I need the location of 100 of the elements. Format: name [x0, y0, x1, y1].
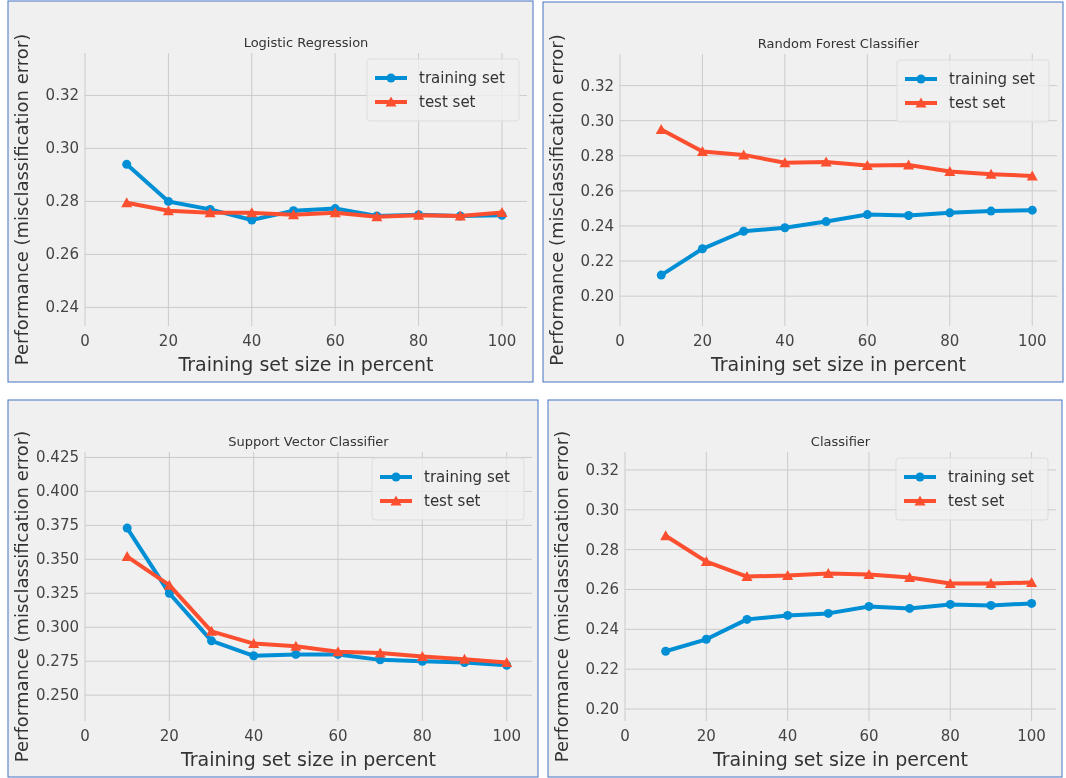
y-axis-title: Performance (misclassification error) [11, 430, 32, 763]
legend-label: test set [948, 492, 1005, 510]
y-tick-label: 0.32 [585, 460, 619, 479]
y-tick-label: 0.250 [36, 686, 79, 705]
point [701, 634, 711, 644]
point [162, 205, 174, 216]
x-tick-label: 20 [158, 332, 178, 350]
point [374, 647, 386, 658]
point [1026, 170, 1038, 181]
point [945, 599, 955, 609]
point [863, 569, 875, 580]
x-tick-label: 40 [775, 332, 795, 350]
point [246, 207, 258, 218]
chart-title: Classifier [810, 434, 871, 449]
point [986, 206, 996, 216]
point [822, 568, 834, 579]
y-tick-label: 0.28 [580, 146, 614, 165]
point [782, 570, 794, 581]
point [779, 157, 791, 168]
y-tick-label: 0.22 [585, 660, 619, 679]
x-tick-label: 0 [615, 332, 625, 350]
point [207, 636, 217, 646]
legend-label: training set [424, 468, 510, 486]
y-tick-label: 0.28 [585, 540, 619, 559]
point [862, 210, 872, 220]
point [904, 210, 914, 220]
x-tick-label: 40 [242, 332, 262, 350]
point [290, 640, 302, 651]
point [944, 578, 956, 589]
point [985, 578, 997, 589]
y-tick-label: 0.26 [45, 245, 79, 264]
y-tick-label: 0.32 [45, 86, 79, 105]
point [700, 556, 712, 567]
x-tick-label: 0 [620, 727, 630, 745]
legend-label: training set [419, 69, 505, 87]
x-tick-label: 80 [940, 727, 960, 745]
x-tick-label: 20 [159, 727, 179, 745]
y-tick-label: 0.30 [580, 111, 614, 130]
y-tick-label: 0.375 [36, 516, 79, 535]
point [864, 601, 874, 611]
legend-label: test set [949, 94, 1006, 112]
chart-title: Logistic Regression [243, 35, 369, 50]
point [780, 223, 790, 233]
y-tick-label: 0.32 [580, 76, 614, 95]
x-tick-label: 20 [696, 727, 716, 745]
legend-label: test set [424, 492, 481, 510]
x-tick-label: 100 [487, 332, 517, 350]
x-axis-title: Training set size in percent [711, 748, 969, 770]
y-axis-title: Performance (misclassification error) [551, 430, 572, 763]
point [248, 638, 260, 649]
x-tick-label: 60 [325, 332, 345, 350]
point [742, 614, 752, 624]
point [204, 207, 216, 218]
y-tick-label: 0.20 [585, 700, 619, 719]
x-tick-label: 60 [859, 727, 879, 745]
point [738, 149, 750, 160]
x-tick-label: 20 [692, 332, 712, 350]
point [945, 208, 955, 218]
x-tick-label: 60 [328, 727, 348, 745]
y-tick-label: 0.400 [36, 482, 79, 501]
y-tick-label: 0.28 [45, 192, 79, 211]
point [821, 217, 831, 227]
point [904, 572, 916, 583]
x-tick-label: 80 [940, 332, 960, 350]
point [861, 159, 873, 170]
x-axis-title: Training set size in percent [179, 748, 437, 770]
x-tick-label: 100 [1017, 332, 1047, 350]
point [985, 168, 997, 179]
point [249, 651, 259, 661]
y-tick-label: 0.30 [585, 500, 619, 519]
x-tick-label: 80 [409, 332, 429, 350]
point [459, 653, 471, 664]
y-tick-label: 0.24 [580, 216, 614, 235]
y-tick-label: 0.24 [45, 298, 79, 317]
x-tick-label: 0 [80, 332, 90, 350]
point [163, 579, 175, 590]
point [697, 244, 707, 254]
x-axis-title: Training set size in percent [177, 353, 434, 375]
x-tick-label: 80 [412, 727, 432, 745]
y-tick-label: 0.20 [580, 287, 614, 306]
chart-title: Random Forest Classifier [757, 36, 920, 51]
point [1027, 205, 1037, 215]
legend-label: training set [949, 70, 1035, 88]
point [944, 166, 956, 177]
x-axis-title: Training set size in percent [709, 353, 967, 375]
y-tick-label: 0.275 [36, 652, 79, 671]
x-tick-label: 0 [80, 727, 90, 745]
point [823, 608, 833, 618]
y-axis-title: Performance (misclassification error) [546, 34, 567, 366]
y-tick-label: 0.300 [36, 618, 79, 637]
point [291, 649, 301, 659]
point [696, 145, 708, 156]
point [1027, 598, 1037, 608]
point [206, 625, 218, 636]
point [122, 523, 132, 533]
point [905, 603, 915, 613]
y-tick-label: 0.30 [45, 139, 79, 158]
x-tick-label: 40 [778, 727, 798, 745]
x-tick-label: 100 [1017, 727, 1046, 745]
point [739, 226, 749, 236]
